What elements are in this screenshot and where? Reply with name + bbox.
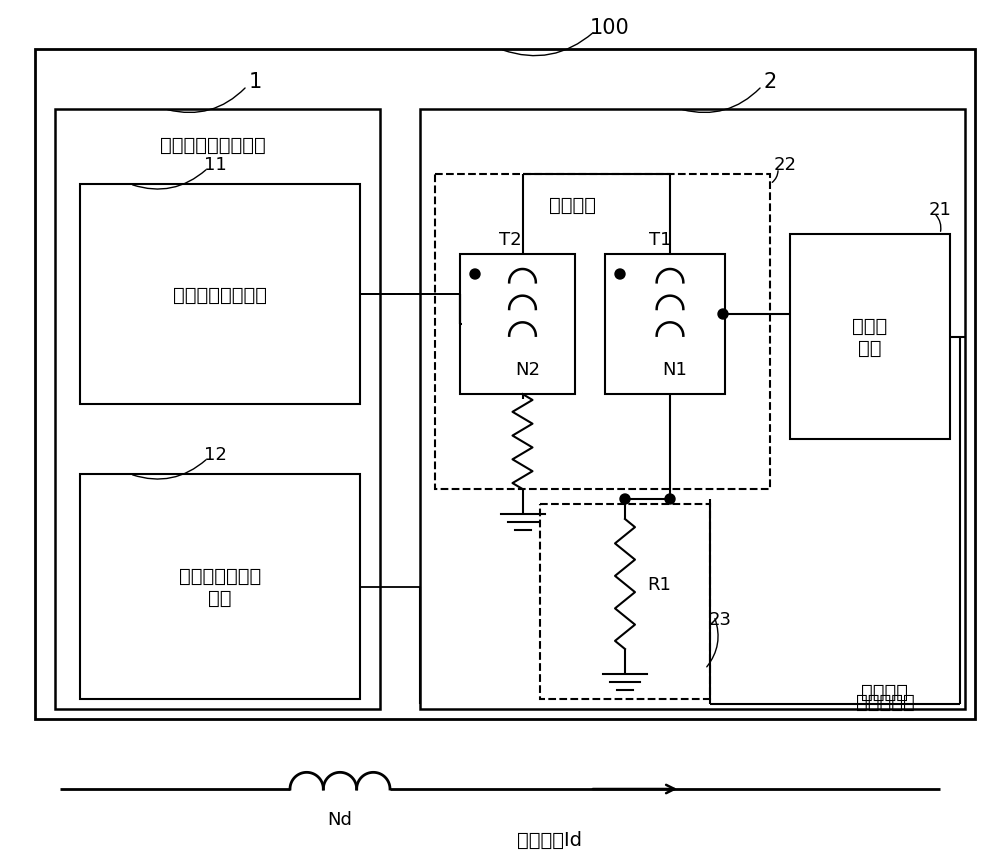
- Text: 12: 12: [204, 445, 226, 463]
- Text: T1: T1: [649, 231, 671, 249]
- Circle shape: [615, 269, 625, 280]
- Text: 2: 2: [763, 72, 777, 92]
- Circle shape: [718, 310, 728, 319]
- Text: 多磁通平衡控制电路: 多磁通平衡控制电路: [160, 135, 266, 154]
- Bar: [80, 185, 360, 405]
- Bar: [80, 474, 360, 699]
- Text: 21: 21: [929, 201, 951, 219]
- Bar: [460, 255, 575, 394]
- Text: 100: 100: [590, 18, 630, 38]
- Circle shape: [665, 494, 675, 505]
- Bar: [55, 110, 380, 709]
- Text: 待测电流Id: 待测电流Id: [518, 829, 582, 848]
- Text: 激磁模块: 激磁模块: [861, 682, 908, 701]
- Text: 1: 1: [248, 72, 262, 92]
- Text: 电流传感器: 电流传感器: [856, 691, 914, 710]
- Text: 交直流磁通平衡
模块: 交直流磁通平衡 模块: [179, 567, 261, 607]
- Text: 激磁单元: 激磁单元: [549, 195, 596, 214]
- Bar: [435, 175, 770, 489]
- Text: 22: 22: [773, 156, 796, 174]
- Text: 11: 11: [204, 156, 226, 174]
- Bar: [35, 50, 975, 719]
- Circle shape: [470, 269, 480, 280]
- Text: N1: N1: [663, 361, 687, 379]
- Bar: [540, 505, 710, 699]
- Text: 激励磁通平衡模块: 激励磁通平衡模块: [173, 285, 267, 304]
- Text: N2: N2: [515, 361, 540, 379]
- Bar: [605, 255, 725, 394]
- Text: 激磁振
荡器: 激磁振 荡器: [852, 317, 888, 357]
- Text: 23: 23: [708, 610, 732, 629]
- Text: Nd: Nd: [328, 810, 352, 828]
- Text: R1: R1: [647, 575, 671, 593]
- Text: T2: T2: [499, 231, 521, 249]
- Bar: [420, 110, 965, 709]
- Bar: [790, 235, 950, 439]
- Circle shape: [620, 494, 630, 505]
